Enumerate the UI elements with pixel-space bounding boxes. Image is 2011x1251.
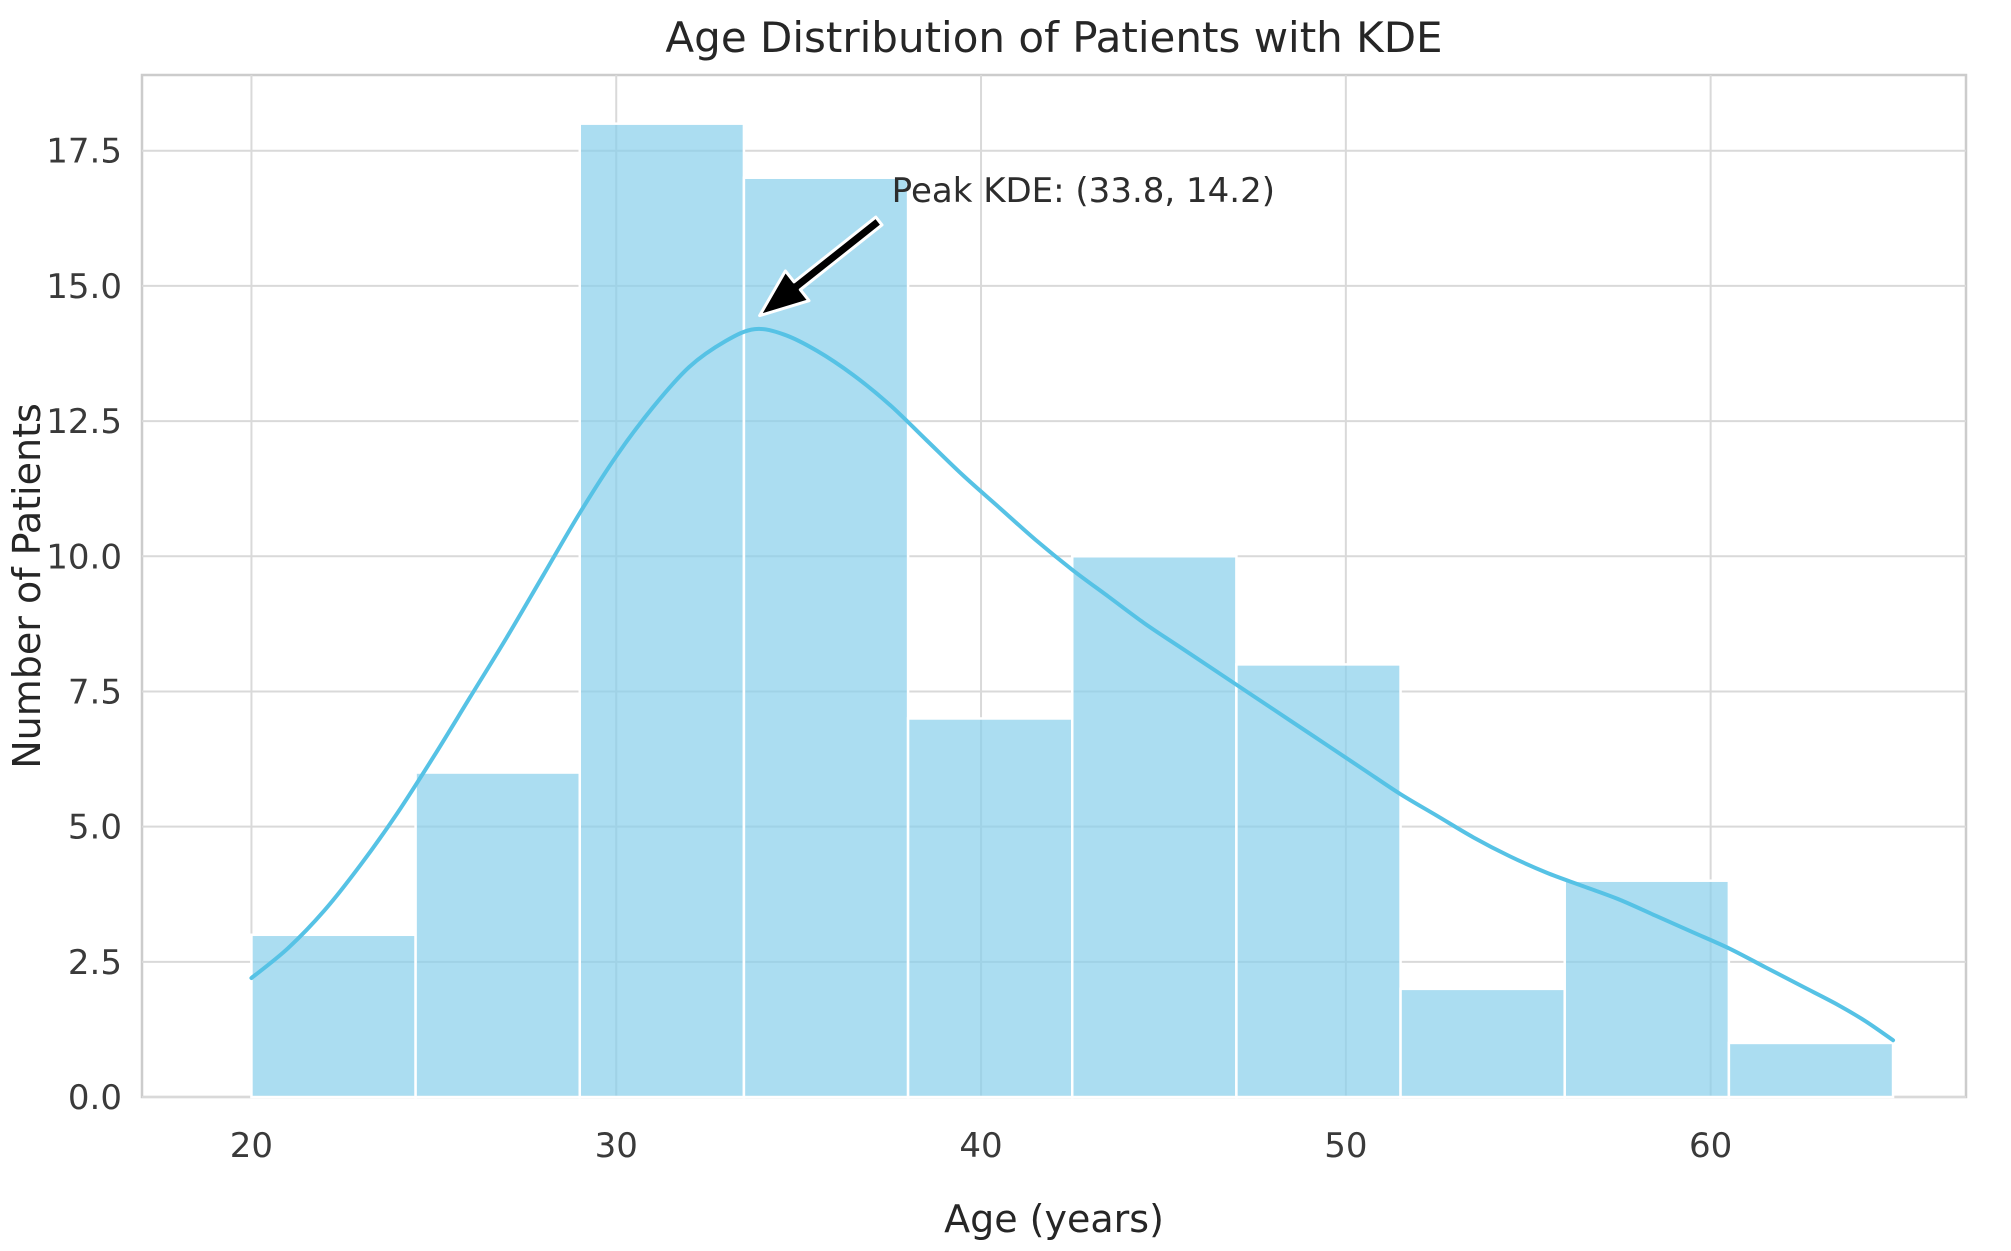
x-axis-label: Age (years)	[944, 1197, 1164, 1241]
histogram-bar	[1235, 663, 1402, 1099]
x-tick-label: 60	[1689, 1126, 1732, 1166]
y-tick-label: 17.5	[46, 132, 122, 172]
histogram-bar	[1070, 555, 1238, 1099]
x-tick-label: 20	[230, 1126, 273, 1166]
x-tick-label: 50	[1324, 1126, 1367, 1166]
kde-curve	[249, 326, 1896, 1043]
chart-title: Age Distribution of Patients with KDE	[665, 13, 1442, 62]
histogram-bar	[906, 717, 1074, 1099]
tick-labels: 20 30 40 50 60 0.0 2.5 5.0 7.5 10.0 12.5 15.0 17.5	[46, 132, 1732, 1166]
y-tick-label: 7.5	[68, 672, 122, 712]
x-tick-label: 30	[595, 1126, 638, 1166]
histogram-bar	[1727, 1041, 1895, 1099]
y-axis-label: Number of Patients	[5, 403, 49, 769]
histogram-bar	[414, 771, 582, 1099]
y-tick-label: 5.0	[68, 808, 122, 848]
kde-curve-layer	[249, 326, 1896, 1043]
y-tick-label: 15.0	[46, 267, 122, 307]
histogram-bar	[1399, 987, 1566, 1099]
histogram-bar	[578, 122, 746, 1099]
peak-kde-annotation-text: Peak KDE: (33.8, 14.2)	[892, 171, 1275, 211]
y-tick-label: 2.5	[68, 943, 122, 983]
histogram-bar	[1563, 879, 1731, 1099]
annotation-arrow-layer	[758, 215, 884, 318]
y-tick-label: 12.5	[46, 402, 122, 442]
annotation-arrow	[758, 215, 884, 318]
histogram-bar	[250, 933, 417, 1099]
histogram-bar	[742, 176, 910, 1099]
y-tick-label: 0.0	[68, 1078, 122, 1118]
y-tick-label: 10.0	[46, 537, 122, 577]
x-tick-label: 40	[959, 1126, 1002, 1166]
